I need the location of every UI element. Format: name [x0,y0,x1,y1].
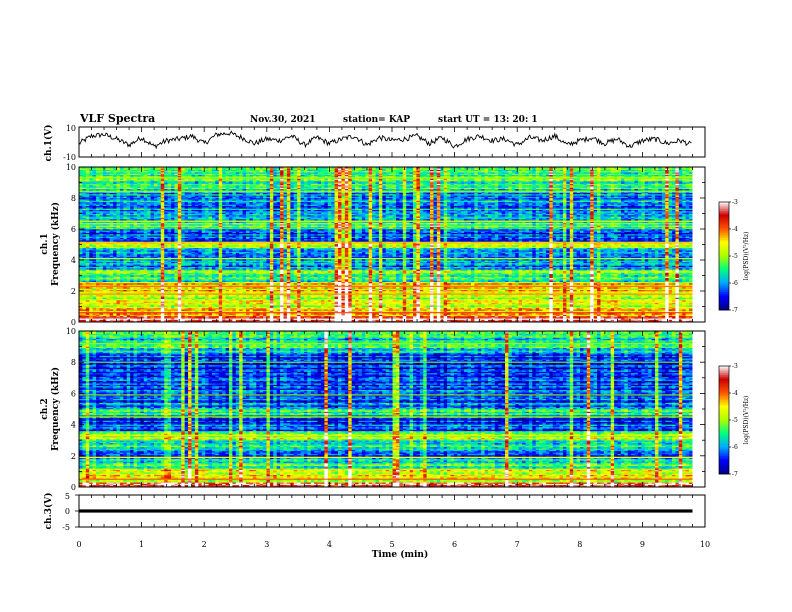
ch1-waveform-panel: 10 -10 ch.1(V) [43,124,705,162]
ch1-waveform-line [79,131,691,148]
ch1-waveform-ylabel: ch.1(V) [43,125,54,162]
date-label: Nov.30, 2021 [250,115,316,125]
station-label: station= KAP [343,115,410,125]
start-time-label: start UT = 13: 20: 1 [438,115,538,125]
figure-title: VLF Spectra [79,112,155,125]
ch1-ytick-bottom: -10 [63,153,76,162]
vlf-figure: VLF Spectra Nov.30, 2021 station= KAP st… [0,0,792,612]
ch1-ytick-top: 10 [66,124,76,133]
